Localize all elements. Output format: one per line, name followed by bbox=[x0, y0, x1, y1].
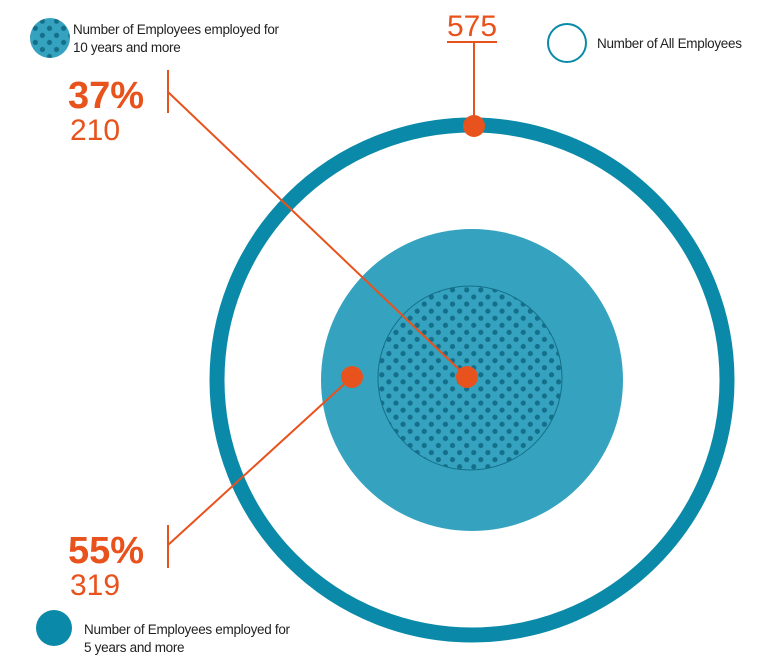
ten-years-percent: 37% bbox=[68, 75, 144, 117]
connector bbox=[167, 91, 468, 378]
legend-swatch bbox=[30, 18, 70, 58]
legend-label: Number of All Employees bbox=[597, 36, 742, 51]
connector bbox=[167, 376, 353, 546]
legend-label: 5 years and more bbox=[84, 640, 184, 655]
legend-label: Number of Employees employed for bbox=[73, 22, 280, 37]
five-years-percent: 55% bbox=[68, 530, 144, 572]
five-years-count: 319 bbox=[70, 569, 120, 602]
marker-dot bbox=[341, 366, 363, 388]
all-count: 575 bbox=[447, 10, 497, 43]
marker-dot bbox=[463, 115, 485, 137]
marker-dot bbox=[456, 366, 478, 388]
legend-label: Number of Employees employed for bbox=[84, 622, 291, 637]
legend-swatch bbox=[36, 610, 72, 646]
legend-swatch bbox=[547, 23, 587, 63]
legend-label: 10 years and more bbox=[73, 40, 180, 55]
ten-years-count: 210 bbox=[70, 114, 120, 147]
